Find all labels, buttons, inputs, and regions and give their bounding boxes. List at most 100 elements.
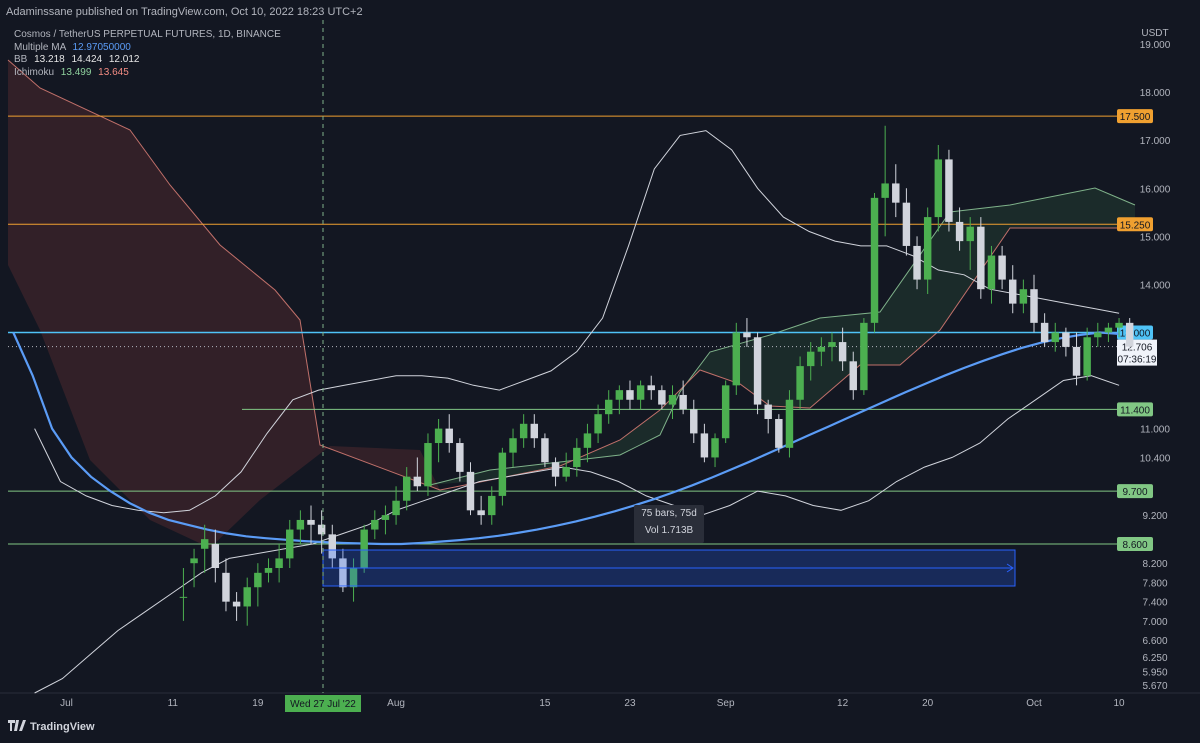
x-tick-label: Oct <box>1026 698 1042 709</box>
bb-upper-band <box>34 130 1120 514</box>
candle-body <box>594 414 602 434</box>
symbol-title: Cosmos / TetherUS PERPETUAL FUTURES, 1D,… <box>14 29 281 40</box>
candle-body <box>764 404 772 419</box>
x-tick-label: 10 <box>1113 698 1125 709</box>
ichimoku-label: Ichimoku <box>14 66 55 78</box>
candle-body <box>1125 322 1134 347</box>
bb-legend: BB 13.218 14.424 12.012 <box>14 54 281 67</box>
ichimoku-span-b: 13.645 <box>98 66 129 78</box>
candle-body <box>360 529 368 569</box>
candle-body <box>1072 346 1081 376</box>
publish-header: Adaminssane published on TradingView.com… <box>6 6 363 18</box>
candle-body <box>243 587 251 607</box>
bb-label: BB <box>14 54 28 65</box>
y-tick-label: 10.400 <box>1140 453 1171 464</box>
y-tick-label: 18.000 <box>1140 88 1171 99</box>
ichimoku-legend: Ichimoku 13.499 13.645 <box>14 67 281 80</box>
x-axis: Jul 11 19 Aug 15 23 Sep 12 20 Oct 10 <box>60 698 1125 709</box>
last-price-countdown: 07:36:19 <box>1118 355 1157 366</box>
candle-body <box>700 433 709 458</box>
candle-body <box>658 390 666 405</box>
candle-body <box>222 572 230 602</box>
candle-body <box>434 428 443 444</box>
candle-body <box>668 394 677 405</box>
candle-body <box>977 226 985 290</box>
candle-body <box>456 443 464 472</box>
candle-body <box>381 515 390 520</box>
ma-value: 12.97050000 <box>72 41 131 53</box>
level-badge-1 <box>1117 217 1153 232</box>
y-tick-label: 15.000 <box>1140 232 1171 243</box>
footer-brand[interactable]: TradingView <box>8 720 95 734</box>
x-tick-label: Jul <box>60 698 73 709</box>
y-tick-label: 8.200 <box>1142 559 1167 570</box>
candle-body <box>200 539 209 549</box>
last-price-badge <box>1117 339 1157 366</box>
y-axis-currency: USDT <box>1141 28 1168 39</box>
measure-tooltip: 75 bars, 75d Vol 1.713B <box>634 505 704 543</box>
y-tick-label: 6.600 <box>1142 636 1167 647</box>
candle-body <box>604 399 613 415</box>
candle-body <box>371 519 379 530</box>
x-tick-label: Aug <box>387 698 405 709</box>
bb-upper: 14.424 <box>71 54 103 65</box>
crosshair-date-badge <box>285 695 361 712</box>
tradingview-logo-icon <box>8 720 26 734</box>
candle-body <box>934 159 943 218</box>
candle-body <box>541 438 549 463</box>
candle-body <box>519 423 528 439</box>
candle-body <box>647 385 655 391</box>
candle-body <box>1094 332 1102 338</box>
candle-body <box>753 337 762 405</box>
ma-label: Multiple MA <box>14 41 66 53</box>
candle-body <box>807 351 815 367</box>
candle-body <box>1040 322 1049 343</box>
y-tick-label: 19.000 <box>1140 40 1171 51</box>
candle-body <box>796 366 804 400</box>
cloud-bullish <box>430 188 1135 485</box>
x-tick-label: 19 <box>252 698 264 709</box>
cloud-span-b-line <box>7 59 441 491</box>
candle-body <box>349 568 358 588</box>
candle-body <box>743 332 751 338</box>
x-tick-label: 11 <box>168 698 179 709</box>
level-badge-3 <box>1117 402 1153 417</box>
y-tick-label: 9.200 <box>1142 511 1167 522</box>
candle-body <box>679 394 687 410</box>
candle-body <box>466 471 475 511</box>
candle-body <box>711 438 719 458</box>
candle-body <box>1115 322 1123 328</box>
candle-body <box>817 346 826 352</box>
candle-body <box>402 476 411 501</box>
bb-lower: 12.012 <box>108 54 140 65</box>
candle-body <box>551 462 560 477</box>
ma-legend: Multiple MA 12.97050000 <box>14 42 281 55</box>
candle-body <box>870 197 879 323</box>
candle-body <box>211 543 220 569</box>
candle-body <box>690 409 698 434</box>
candle-body <box>615 390 624 400</box>
candle-body <box>1009 279 1017 304</box>
candle-body <box>424 443 432 487</box>
candle-body <box>923 217 932 280</box>
candle-body <box>1019 289 1028 304</box>
cloud-bearish <box>8 60 440 548</box>
candle-body <box>860 322 868 391</box>
candle-body <box>232 601 241 607</box>
y-tick-label: 6.250 <box>1142 653 1167 664</box>
candle-body <box>892 183 900 203</box>
bb-basis: 13.218 <box>34 54 65 65</box>
candle-body <box>328 534 336 559</box>
candle-body <box>1104 327 1113 333</box>
x-tick-label: 23 <box>624 698 636 709</box>
level-badge-4 <box>1117 484 1153 499</box>
candle-body <box>179 596 188 598</box>
candle-body <box>190 558 198 564</box>
candle-body <box>945 159 953 222</box>
measure-volume: Vol 1.713B <box>644 525 694 536</box>
candle-body <box>955 221 964 242</box>
candle-body <box>392 500 400 516</box>
candle-body <box>1051 332 1059 343</box>
candle-body <box>307 519 315 525</box>
